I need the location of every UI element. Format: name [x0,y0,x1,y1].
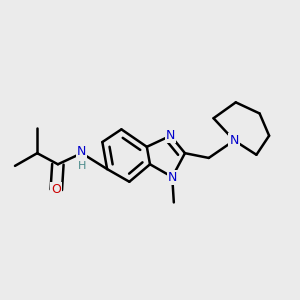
Text: H: H [77,161,86,171]
Text: N: N [167,170,177,184]
Text: N: N [230,134,239,147]
Text: O: O [51,183,61,196]
Text: N: N [166,129,175,142]
Text: N: N [77,145,86,158]
